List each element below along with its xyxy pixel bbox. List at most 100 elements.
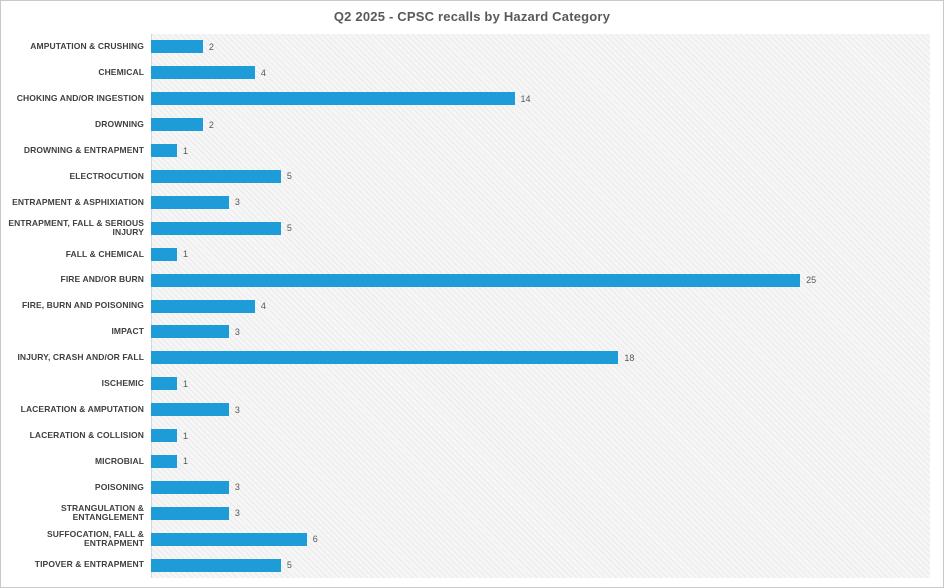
chart-row: FIRE AND/OR BURN 25 xyxy=(1,267,930,293)
bar-track: 5 xyxy=(151,215,930,241)
bar xyxy=(151,247,177,261)
bar xyxy=(151,66,255,80)
category-label: ELECTROCUTION xyxy=(69,170,144,181)
category-label: AMPUTATION & CRUSHING xyxy=(30,41,144,52)
category-label: SUFFOCATION, FALL & ENTRAPMENT xyxy=(47,528,144,549)
bar-track: 1 xyxy=(151,423,930,449)
plot-area: AMPUTATION & CRUSHING 2 CHEMICAL 4 CHOKING A… xyxy=(1,34,930,578)
chart-row: CHEMICAL 4 xyxy=(1,60,930,86)
category-label: DROWNING & ENTRAPMENT xyxy=(23,144,144,155)
chart-row: CHOKING AND/OR INGESTION 14 xyxy=(1,86,930,112)
bar-track: 18 xyxy=(151,345,930,371)
bar xyxy=(151,377,177,391)
bar-track: 5 xyxy=(151,164,930,190)
chart-row: INJURY, CRASH AND/OR FALL 18 xyxy=(1,345,930,371)
value-label: 2 xyxy=(208,119,214,130)
bar xyxy=(151,325,229,339)
chart-row: LACERATION & AMPUTATION 3 xyxy=(1,397,930,423)
category-label: STRANGULATION & ENTANGLEMENT xyxy=(60,502,144,523)
category-label: ENTRAPMENT & ASPHIXIATION xyxy=(12,196,144,207)
value-label: 3 xyxy=(234,404,240,415)
chart-row: DROWNING 2 xyxy=(1,112,930,138)
chart-row: ISCHEMIC 1 xyxy=(1,371,930,397)
category-label: LACERATION & COLLISION xyxy=(29,429,144,440)
chart-row: FIRE, BURN AND POISONING 4 xyxy=(1,293,930,319)
bar xyxy=(151,221,281,235)
category-label: MICROBIAL xyxy=(94,455,144,466)
bar-track: 14 xyxy=(151,86,930,112)
value-label: 4 xyxy=(260,67,266,78)
bar-track: 1 xyxy=(151,449,930,475)
bar-track: 25 xyxy=(151,267,930,293)
chart-row: ELECTROCUTION 5 xyxy=(1,164,930,190)
bar-track: 2 xyxy=(151,34,930,60)
category-label: IMPACT xyxy=(111,326,144,337)
bar-track: 5 xyxy=(151,552,930,578)
chart-row: AMPUTATION & CRUSHING 2 xyxy=(1,34,930,60)
bar xyxy=(151,299,255,313)
category-label: POISONING xyxy=(94,481,144,492)
bar xyxy=(151,195,229,209)
category-label: FALL & CHEMICAL xyxy=(65,248,144,259)
bar-track: 4 xyxy=(151,293,930,319)
value-label: 1 xyxy=(182,145,188,156)
bar-track: 1 xyxy=(151,241,930,267)
value-label: 1 xyxy=(182,378,188,389)
value-label: 3 xyxy=(234,508,240,519)
chart-row: IMPACT 3 xyxy=(1,319,930,345)
bar-track: 1 xyxy=(151,371,930,397)
category-label: LACERATION & AMPUTATION xyxy=(20,403,144,414)
category-label: FIRE, BURN AND POISONING xyxy=(21,300,144,311)
chart-row: ENTRAPMENT, FALL & SERIOUS INJURY 5 xyxy=(1,215,930,241)
bar xyxy=(151,273,801,287)
chart-row: FALL & CHEMICAL 1 xyxy=(1,241,930,267)
value-label: 1 xyxy=(182,430,188,441)
chart-row: POISONING 3 xyxy=(1,474,930,500)
category-label: ISCHEMIC xyxy=(101,378,144,389)
value-label: 3 xyxy=(234,326,240,337)
category-label: TIPOVER & ENTRAPMENT xyxy=(34,559,144,570)
bar xyxy=(151,532,307,546)
chart-row: SUFFOCATION, FALL & ENTRAPMENT 6 xyxy=(1,526,930,552)
chart-row: ENTRAPMENT & ASPHIXIATION 3 xyxy=(1,189,930,215)
bar-track: 3 xyxy=(151,500,930,526)
value-label: 5 xyxy=(286,223,292,234)
category-label: INJURY, CRASH AND/OR FALL xyxy=(17,352,144,363)
chart-row: LACERATION & COLLISION 1 xyxy=(1,423,930,449)
category-label: CHOKING AND/OR INGESTION xyxy=(16,93,144,104)
bar-track: 6 xyxy=(151,526,930,552)
value-label: 18 xyxy=(624,352,635,363)
chart-row: STRANGULATION & ENTANGLEMENT 3 xyxy=(1,500,930,526)
value-label: 1 xyxy=(182,249,188,260)
chart-row: TIPOVER & ENTRAPMENT 5 xyxy=(1,552,930,578)
chart-title: Q2 2025 - CPSC recalls by Hazard Categor… xyxy=(333,9,611,24)
bar xyxy=(151,454,177,468)
chart-rows: AMPUTATION & CRUSHING 2 CHEMICAL 4 CHOKING A… xyxy=(1,34,930,578)
bar xyxy=(151,144,177,158)
bar-track: 3 xyxy=(151,319,930,345)
bar-track: 3 xyxy=(151,189,930,215)
bar xyxy=(151,429,177,443)
value-label: 6 xyxy=(312,534,318,545)
bar xyxy=(151,403,229,417)
bar xyxy=(151,92,515,106)
value-label: 5 xyxy=(286,560,292,571)
category-label: CHEMICAL xyxy=(98,67,144,78)
bar xyxy=(151,351,619,365)
bar-track: 1 xyxy=(151,138,930,164)
chart-row: MICROBIAL 1 xyxy=(1,449,930,475)
bar xyxy=(151,169,281,183)
value-label: 3 xyxy=(234,482,240,493)
category-label: FIRE AND/OR BURN xyxy=(60,274,144,285)
bar xyxy=(151,558,281,572)
bar xyxy=(151,40,203,54)
plot-background xyxy=(151,34,930,578)
bar xyxy=(151,480,229,494)
bar-track: 2 xyxy=(151,112,930,138)
category-label: ENTRAPMENT, FALL & SERIOUS INJURY xyxy=(8,217,144,238)
value-label: 1 xyxy=(182,456,188,467)
value-label: 3 xyxy=(234,197,240,208)
value-label: 2 xyxy=(208,41,214,52)
chart-row: DROWNING & ENTRAPMENT 1 xyxy=(1,138,930,164)
